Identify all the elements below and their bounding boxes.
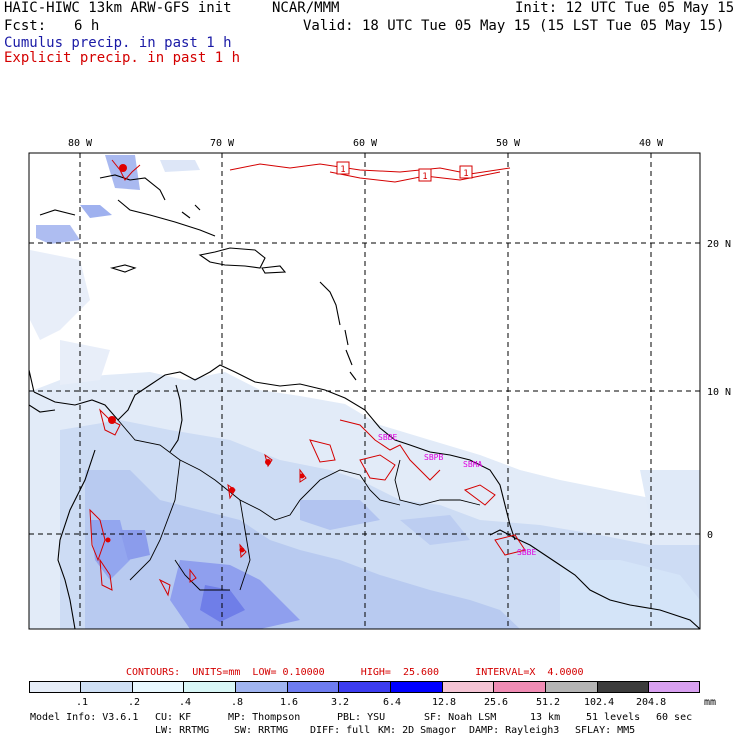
lat-label: 20 N (707, 239, 731, 250)
legend-explicit: Explicit precip. in past 1 h (4, 50, 241, 66)
footer-timestep: 60 sec (656, 712, 693, 723)
colorbar-cell (184, 681, 236, 693)
fcst-label: Fcst: (4, 18, 47, 34)
colorbar-cell (288, 681, 339, 693)
colorbar-cell (598, 681, 649, 693)
country-borders (117, 419, 481, 591)
colorbar-cell (494, 681, 546, 693)
colorbar-label: 6.4 (383, 697, 402, 708)
station-label: SBMA (463, 460, 482, 469)
org-label: NCAR/MMM (272, 0, 340, 16)
footer-mp: MP: Thompson (228, 712, 301, 723)
colorbar-cell (133, 681, 184, 693)
fcst-value: 6 h (74, 18, 100, 34)
contour-label-2: 1 (422, 172, 427, 182)
station-label: SBPB (424, 453, 443, 462)
footer-sflay: SFLAY: MM5 (575, 725, 636, 736)
lat-axis-labels: 20 N 10 N 0 (707, 239, 731, 541)
footer-damp: DAMP: Rayleigh3 (469, 725, 560, 736)
lat-lon-grid (29, 153, 700, 629)
colorbar-frame (29, 681, 700, 693)
contours-info: CONTOURS: UNITS=mm LOW= 0.10000 HIGH= 25… (126, 667, 584, 678)
colorbar-label: 1.6 (280, 697, 299, 708)
lon-label: 60 W (353, 138, 378, 149)
lon-label: 50 W (496, 138, 521, 149)
footer-model-info: Model Info: V3.6.1 (30, 712, 139, 723)
colorbar-label: 51.2 (536, 697, 561, 708)
footer-sf: SF: Noah LSM (424, 712, 497, 723)
colorbar-label: 102.4 (584, 697, 615, 708)
contour-label-1: 1 (340, 165, 345, 175)
lon-label: 80 W (68, 138, 93, 149)
colorbar-label: .1 (76, 697, 89, 708)
colorbar-cell (29, 681, 81, 693)
lat-label: 10 N (707, 387, 731, 398)
colorbar-label: .4 (179, 697, 192, 708)
colorbar-cell (391, 681, 443, 693)
station-label: SBBE (378, 433, 397, 442)
model-title: HAIC-HIWC 13km ARW-GFS init (4, 0, 232, 16)
map-frame (28, 152, 701, 630)
footer-resolution: 13 km (530, 712, 561, 723)
contour-label-3: 1 (463, 169, 468, 179)
colorbar-cell (443, 681, 494, 693)
lon-label: 40 W (639, 138, 664, 149)
colorbar-cell (236, 681, 288, 693)
legend-cumulus: Cumulus precip. in past 1 h (4, 35, 232, 51)
colorbar-cell (339, 681, 391, 693)
coastlines (29, 174, 700, 629)
colorbar-cell (546, 681, 598, 693)
colorbar-label: .2 (128, 697, 141, 708)
colorbar-label: 12.8 (432, 697, 457, 708)
lon-axis-labels: 80 W 70 W 60 W 50 W 40 W (68, 138, 664, 149)
cumulus-precip-shading (29, 155, 700, 629)
lat-label: 0 (707, 530, 713, 541)
colorbar-unit: mm (704, 697, 717, 708)
footer-cu: CU: KF (155, 712, 192, 723)
colorbar-label: .8 (231, 697, 244, 708)
footer-pbl: PBL: YSU (337, 712, 386, 723)
contour-labels: 1 1 1 (336, 161, 473, 182)
init-time: Init: 12 UTC Tue 05 May 15 (515, 0, 735, 16)
heavy-precip-cells (105, 164, 305, 553)
colorbar-cell (81, 681, 133, 693)
colorbar-label: 3.2 (331, 697, 350, 708)
footer-lw: LW: RRTMG (155, 725, 210, 736)
footer-km: KM: 2D Smagor (378, 725, 457, 736)
footer-diff: DIFF: full (310, 725, 371, 736)
colorbar-label: 25.6 (484, 697, 509, 708)
footer-sw: SW: RRTMG (234, 725, 289, 736)
footer-levels: 51 levels (586, 712, 641, 723)
colorbar-label: 204.8 (636, 697, 667, 708)
station-label: SBBE (517, 548, 536, 557)
station-labels: SBBE SBPB SBMA SBBE (378, 433, 536, 557)
valid-time: Valid: 18 UTC Tue 05 May 15 (15 LST Tue … (303, 18, 725, 34)
lon-label: 70 W (210, 138, 235, 149)
